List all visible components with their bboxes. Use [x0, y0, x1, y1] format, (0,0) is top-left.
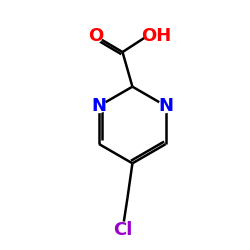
Circle shape [92, 99, 106, 112]
Text: N: N [92, 97, 107, 115]
Circle shape [146, 26, 165, 46]
Text: O: O [88, 27, 103, 45]
Circle shape [159, 99, 172, 112]
Circle shape [88, 29, 102, 43]
Circle shape [114, 222, 130, 238]
Text: Cl: Cl [113, 221, 132, 239]
Text: N: N [158, 97, 173, 115]
Text: OH: OH [141, 27, 171, 45]
